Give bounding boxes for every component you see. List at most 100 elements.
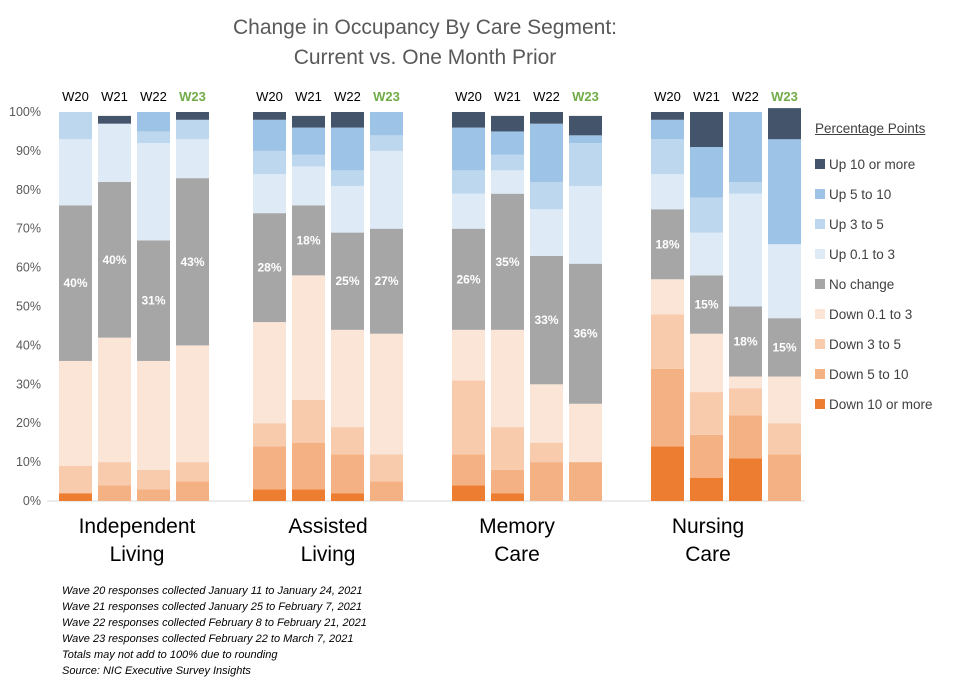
legend-label: Up 10 or more [829,156,916,172]
wave-label: W22 [533,89,560,104]
bar-segment [292,205,325,276]
legend-item: Down 0.1 to 3 [815,299,933,329]
bar-segment [59,139,92,206]
legend-label: Down 0.1 to 3 [829,306,913,322]
bar-segment [176,119,209,140]
bar-segment [729,193,762,307]
bar-segment [690,275,723,334]
bar-segment [491,115,524,132]
group-label: Assisted Living [238,513,418,569]
no-change-data-label: 35% [495,255,519,269]
wave-label: W21 [101,89,128,104]
bar-segment [331,493,364,501]
bar-segment [569,462,602,501]
no-change-data-label: 33% [534,313,558,327]
bar-segment [729,182,762,194]
legend-item: Down 5 to 10 [815,359,933,389]
bar-segment [253,423,286,447]
legend-label: Down 3 to 5 [829,336,902,352]
bar-segment [690,392,723,435]
legend-label: Up 0.1 to 3 [829,246,896,262]
bar-segment [331,170,364,186]
bar-segment [651,174,684,210]
group-label: Nursing Care [618,513,798,569]
legend-item: Down 3 to 5 [815,329,933,359]
bar-segment [651,279,684,315]
bar-segment [729,388,762,416]
bar-segment [530,384,563,443]
bar-segment [690,477,723,501]
bar-segment [690,197,723,233]
legend-label: No change [829,276,895,292]
bar-segment [651,112,684,120]
y-tick-label: 100% [9,105,41,119]
bar-segment [98,462,131,486]
bar-segment [768,423,801,455]
bar-segment [137,143,170,241]
wave-label: W20 [256,89,283,104]
bar-segment [176,178,209,346]
bar-segment [253,112,286,120]
bar-segment [452,112,485,128]
bar-segment [176,345,209,463]
bar-segment [569,263,602,404]
legend-item: Up 3 to 5 [815,209,933,239]
bar-segment [292,127,325,155]
bar-segment [59,360,92,466]
bar-segment [137,112,170,132]
no-change-data-label: 18% [733,335,757,349]
y-tick-label: 50% [16,300,41,314]
bar-segment [370,454,403,482]
y-tick-label: 10% [16,455,41,469]
bar-segment [370,333,403,455]
no-change-data-label: 18% [655,237,679,251]
y-tick-label: 80% [16,183,41,197]
bar-segment [331,427,364,455]
bar-segment [491,131,524,155]
bar-segment [370,135,403,151]
wave-label: W23 [771,89,798,104]
bar-segment [176,462,209,482]
legend-item: Up 10 or more [815,149,933,179]
wave-label: W23 [572,89,599,104]
bar-segment [491,329,524,428]
bar-segment [331,112,364,128]
bar-segment [331,185,364,233]
bar-segment [530,112,563,124]
bar-segment [98,182,131,338]
bar-segment [491,427,524,470]
legend-item: No change [815,269,933,299]
no-change-data-label: 26% [456,272,480,286]
bar-segment [137,240,170,361]
bar-segment [292,115,325,128]
bar-segment [253,150,286,175]
group-label: Independent Living [47,513,227,569]
bar-segment [292,489,325,501]
bar-segment [690,232,723,276]
bar-segment [253,446,286,490]
bar-segment [569,185,602,264]
bar-segment [768,454,801,501]
legend-swatch [815,339,825,349]
group-label-line: Living [300,543,356,566]
bar-segment [569,135,602,144]
bar-segment [370,228,403,334]
bar-segment [690,333,723,393]
bar-segment [292,154,325,167]
wave-label: W22 [140,89,167,104]
bar-segment [768,318,801,377]
bar-segment [370,481,403,501]
bar-segment [729,415,762,459]
no-change-data-label: 43% [180,255,204,269]
group-label-line: Assisted [288,515,368,538]
bar-segment [176,139,209,179]
no-change-data-label: 40% [63,276,87,290]
wave-label: W20 [455,89,482,104]
no-change-data-label: 28% [257,261,281,275]
group-label-line: Memory [479,515,555,538]
bar-segment [729,112,762,183]
bar-segment [292,399,325,443]
no-change-data-label: 31% [141,294,165,308]
bar-segment [491,493,524,501]
